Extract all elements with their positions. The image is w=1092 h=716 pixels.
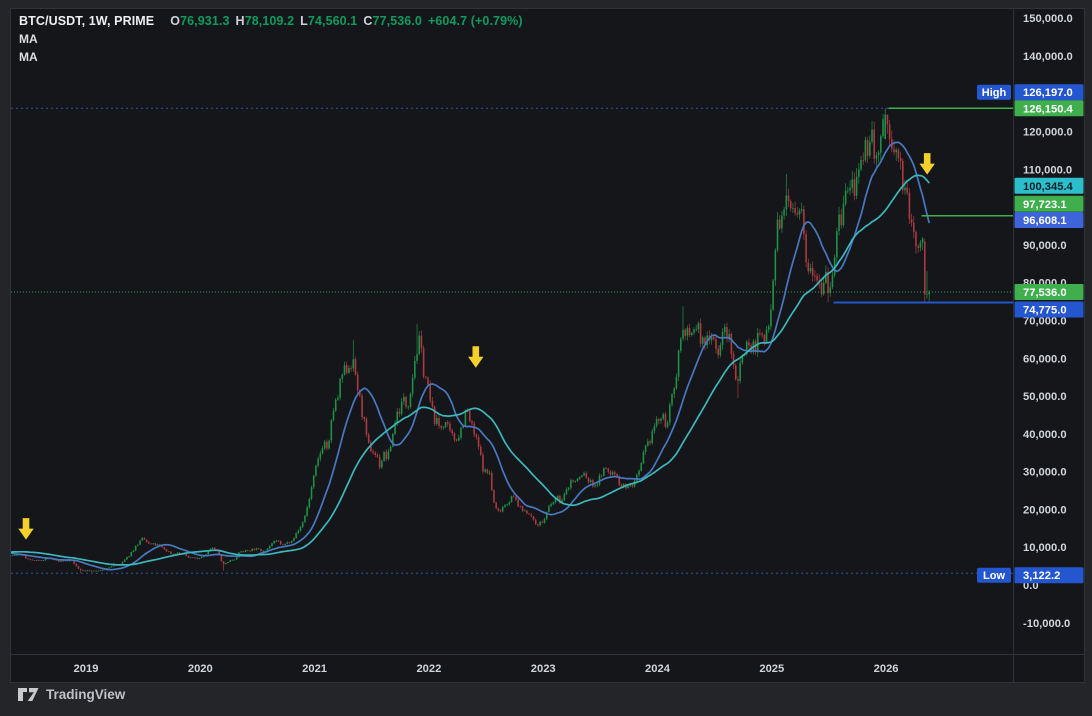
chart-canvas[interactable]: 150,000.0 140,000.0 120,000.0 110,000.0 90,0… xyxy=(11,9,1084,682)
low-value: 74,560.1 xyxy=(307,14,358,28)
axis-price-label: 97,723.1 xyxy=(1014,195,1084,212)
chart-plot-area[interactable] xyxy=(11,107,1013,574)
price-tick-label: 150,000.0 xyxy=(1023,13,1073,25)
low-tag: Low xyxy=(977,567,1011,583)
axis-price-label: 77,536.0 xyxy=(1014,284,1084,300)
up-candle-wicks xyxy=(12,108,930,572)
high-value: 78,109.2 xyxy=(244,14,295,28)
open-label: O xyxy=(170,14,181,28)
down-arrow-drawing-1[interactable] xyxy=(18,518,34,540)
axis-price-label: 126,197.0 High xyxy=(977,84,1084,101)
down-candle-bodies xyxy=(11,114,926,572)
price-tick-label: 140,000.0 xyxy=(1023,51,1073,63)
year-tick-label: 2020 xyxy=(188,663,213,675)
year-tick-label: 2024 xyxy=(645,663,671,675)
svg-text:100,345.4: 100,345.4 xyxy=(1023,181,1074,193)
price-tick-label: 10,000.0 xyxy=(1023,542,1067,554)
svg-text:126,197.0: 126,197.0 xyxy=(1023,87,1073,99)
price-tick-label: 40,000.0 xyxy=(1023,429,1067,441)
down-arrow-drawing-2[interactable] xyxy=(468,346,484,368)
svg-text:3,122.2: 3,122.2 xyxy=(1023,570,1060,582)
down-arrow-drawing-3[interactable] xyxy=(919,153,935,175)
svg-text:97,723.1: 97,723.1 xyxy=(1023,199,1067,211)
high-tag: High xyxy=(977,84,1011,100)
ma-legend-1[interactable]: MA xyxy=(19,32,38,46)
year-tick-label: 2022 xyxy=(416,663,441,675)
axis-price-label: 74,775.0 xyxy=(1014,301,1084,318)
price-tick-label: 110,000.0 xyxy=(1023,164,1072,176)
svg-text:126,150.4: 126,150.4 xyxy=(1023,103,1074,115)
year-tick-label: 2021 xyxy=(302,663,327,675)
symbol-title[interactable]: BTC/USDT, 1W, PRIME xyxy=(19,14,155,28)
price-tick-label: 70,000.0 xyxy=(1023,316,1067,328)
year-tick-label: 2019 xyxy=(74,663,99,675)
price-tick-label: 120,000.0 xyxy=(1023,127,1073,139)
price-tick-label: 30,000.0 xyxy=(1023,467,1067,479)
axis-price-label: 3,122.2 Low xyxy=(977,567,1084,584)
year-tick-label: 2026 xyxy=(874,663,899,675)
year-tick-label: 2023 xyxy=(531,663,556,675)
low-label: L xyxy=(300,14,308,28)
price-tick-label: -10,000.0 xyxy=(1023,618,1070,630)
year-tick-label: 2025 xyxy=(759,663,784,675)
svg-text:77,536.0: 77,536.0 xyxy=(1023,287,1067,299)
ma-slow-line[interactable] xyxy=(11,174,930,566)
symbol-legend: BTC/USDT, 1W, PRIME O76,931.3 H78,109.2 L74… xyxy=(19,14,523,28)
axis-price-label: 100,345.4 xyxy=(1014,177,1084,194)
tradingview-brand-text: TradingView xyxy=(46,687,126,702)
close-label: C xyxy=(363,14,373,28)
time-axis[interactable]: 2019 2020 2021 2022 2023 2024 2025 2026 xyxy=(74,663,899,675)
ma-fast-line[interactable] xyxy=(11,141,931,571)
chart-panel: 150,000.0 140,000.0 120,000.0 110,000.0 90,0… xyxy=(10,8,1085,683)
axis-price-label: 96,608.1 xyxy=(1014,212,1084,228)
tradingview-logo-icon xyxy=(18,688,39,701)
open-value: 76,931.3 xyxy=(180,14,230,28)
tradingview-attribution[interactable]: TradingView xyxy=(18,687,125,702)
ma-legend-2[interactable]: MA xyxy=(19,50,38,64)
high-label: H xyxy=(235,14,245,28)
up-candle-bodies xyxy=(11,114,930,572)
svg-text:Low: Low xyxy=(983,570,1005,582)
price-axis[interactable]: 150,000.0 140,000.0 120,000.0 110,000.0 90,0… xyxy=(977,13,1084,630)
price-tick-label: 90,000.0 xyxy=(1023,240,1067,252)
axis-price-label: 126,150.4 xyxy=(1014,100,1084,117)
price-tick-label: 50,000.0 xyxy=(1023,391,1067,403)
change-value: +604.7 (+0.79%) xyxy=(427,14,523,28)
price-tick-label: 60,000.0 xyxy=(1023,353,1067,365)
close-value: 77,536.0 xyxy=(372,14,422,28)
price-tick-label: 20,000.0 xyxy=(1023,504,1067,516)
down-candle-wicks xyxy=(21,114,926,574)
svg-text:High: High xyxy=(982,87,1007,99)
svg-text:96,608.1: 96,608.1 xyxy=(1023,215,1067,227)
svg-text:74,775.0: 74,775.0 xyxy=(1023,305,1067,317)
